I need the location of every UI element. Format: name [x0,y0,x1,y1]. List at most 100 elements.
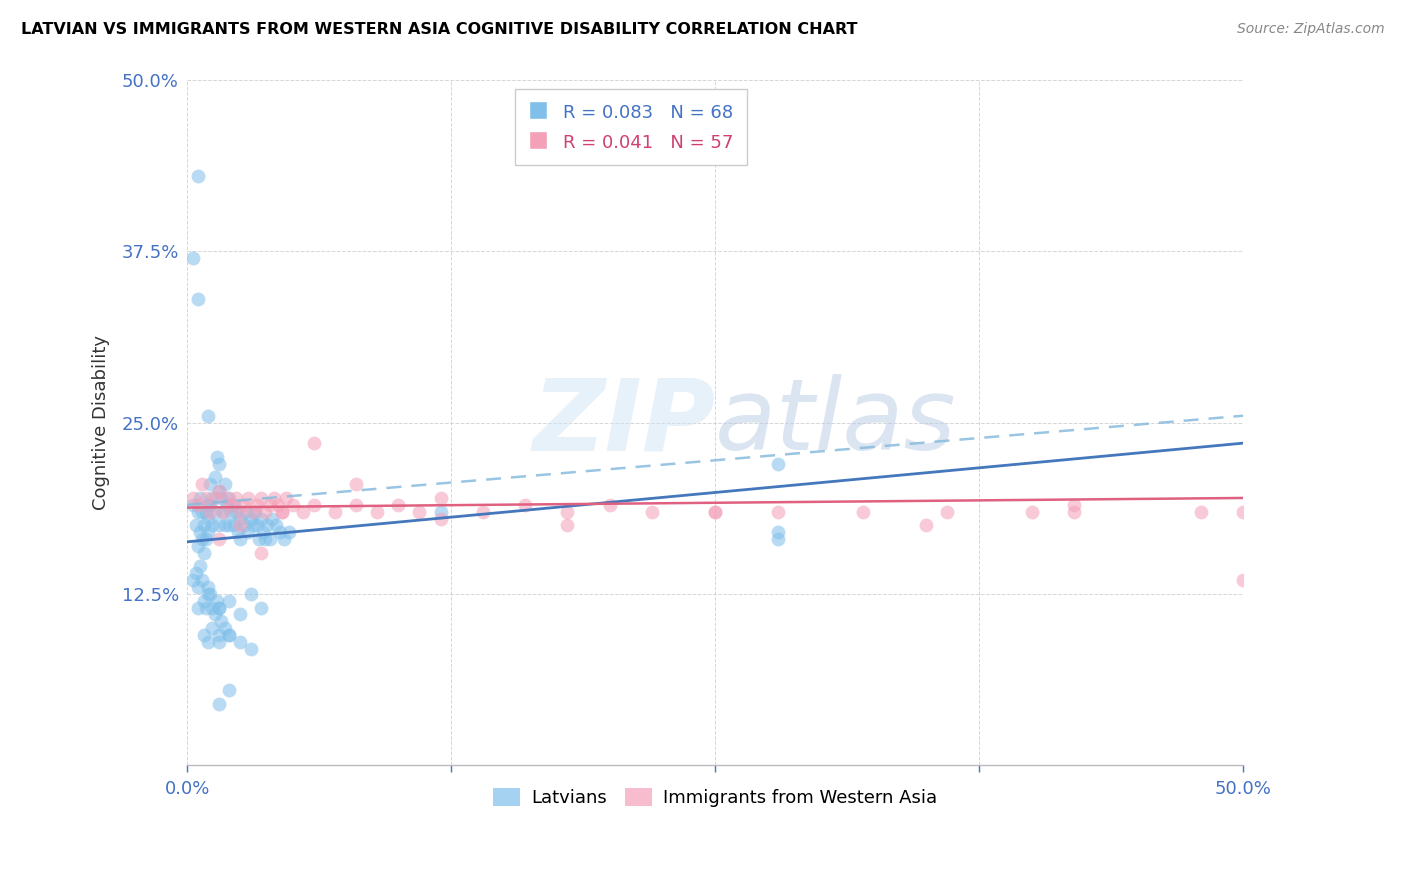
Point [259,532,281,546]
Point [183,573,205,587]
Point [323,505,346,519]
Point [218,491,240,505]
Point [221,498,243,512]
Point [218,518,240,533]
Point [204,470,226,484]
Point [208,600,231,615]
Y-axis label: Cognitive Disability: Cognitive Disability [93,335,110,510]
Point [208,600,231,615]
Point [208,532,231,546]
Point [599,498,621,512]
Point [254,532,277,546]
Text: Source: ZipAtlas.com: Source: ZipAtlas.com [1237,22,1385,37]
Point [271,505,294,519]
Point [201,491,224,505]
Point [225,491,247,505]
Point [187,169,209,183]
Point [214,477,236,491]
Point [235,505,257,519]
Point [200,587,222,601]
Point [250,491,273,505]
Point [229,635,252,649]
Point [269,525,291,540]
Point [242,505,264,519]
Point [193,546,215,560]
Legend: Latvians, Immigrants from Western Asia: Latvians, Immigrants from Western Asia [486,780,945,814]
Point [471,505,494,519]
Point [193,593,215,607]
Point [915,518,938,533]
Point [238,525,260,540]
Point [250,511,273,525]
Point [555,518,578,533]
Point [200,498,222,512]
Point [1021,505,1043,519]
Point [195,505,218,519]
Point [212,505,235,519]
Point [209,491,232,505]
Point [1232,505,1254,519]
Point [247,532,270,546]
Point [239,587,262,601]
Point [238,491,260,505]
Point [260,511,283,525]
Point [200,477,222,491]
Point [201,600,224,615]
Point [429,491,451,505]
Point [187,505,209,519]
Point [768,457,790,471]
Point [184,518,207,533]
Point [366,505,388,519]
Point [195,532,218,546]
Point [229,607,252,622]
Point [264,518,287,533]
Point [281,498,304,512]
Text: atlas: atlas [716,374,956,471]
Point [429,505,451,519]
Point [225,505,247,519]
Point [191,477,214,491]
Point [250,546,273,560]
Point [187,498,209,512]
Point [222,518,245,533]
Point [229,511,252,525]
Point [233,498,256,512]
Point [197,525,219,540]
Point [208,697,231,711]
Point [768,525,790,540]
Point [191,573,214,587]
Point [187,292,209,306]
Point [188,491,211,505]
Point [208,635,231,649]
Point [429,511,451,525]
Point [1189,505,1212,519]
Point [704,505,727,519]
Point [768,505,790,519]
Point [208,484,231,499]
Point [259,498,281,512]
Point [197,580,219,594]
Point [218,682,240,697]
Point [193,628,215,642]
Point [218,593,240,607]
Point [1063,498,1085,512]
Point [229,532,252,546]
Point [188,559,211,574]
Point [513,498,536,512]
Point [208,518,231,533]
Text: ZIP: ZIP [531,374,716,471]
Point [197,409,219,423]
Point [408,505,430,519]
Point [214,621,236,635]
Point [205,450,228,464]
Point [187,600,209,615]
Point [191,532,214,546]
Point [208,628,231,642]
Point [302,436,325,450]
Point [256,518,278,533]
Point [217,498,239,512]
Point [233,518,256,533]
Point [209,615,232,629]
Point [242,518,264,533]
Point [243,505,266,519]
